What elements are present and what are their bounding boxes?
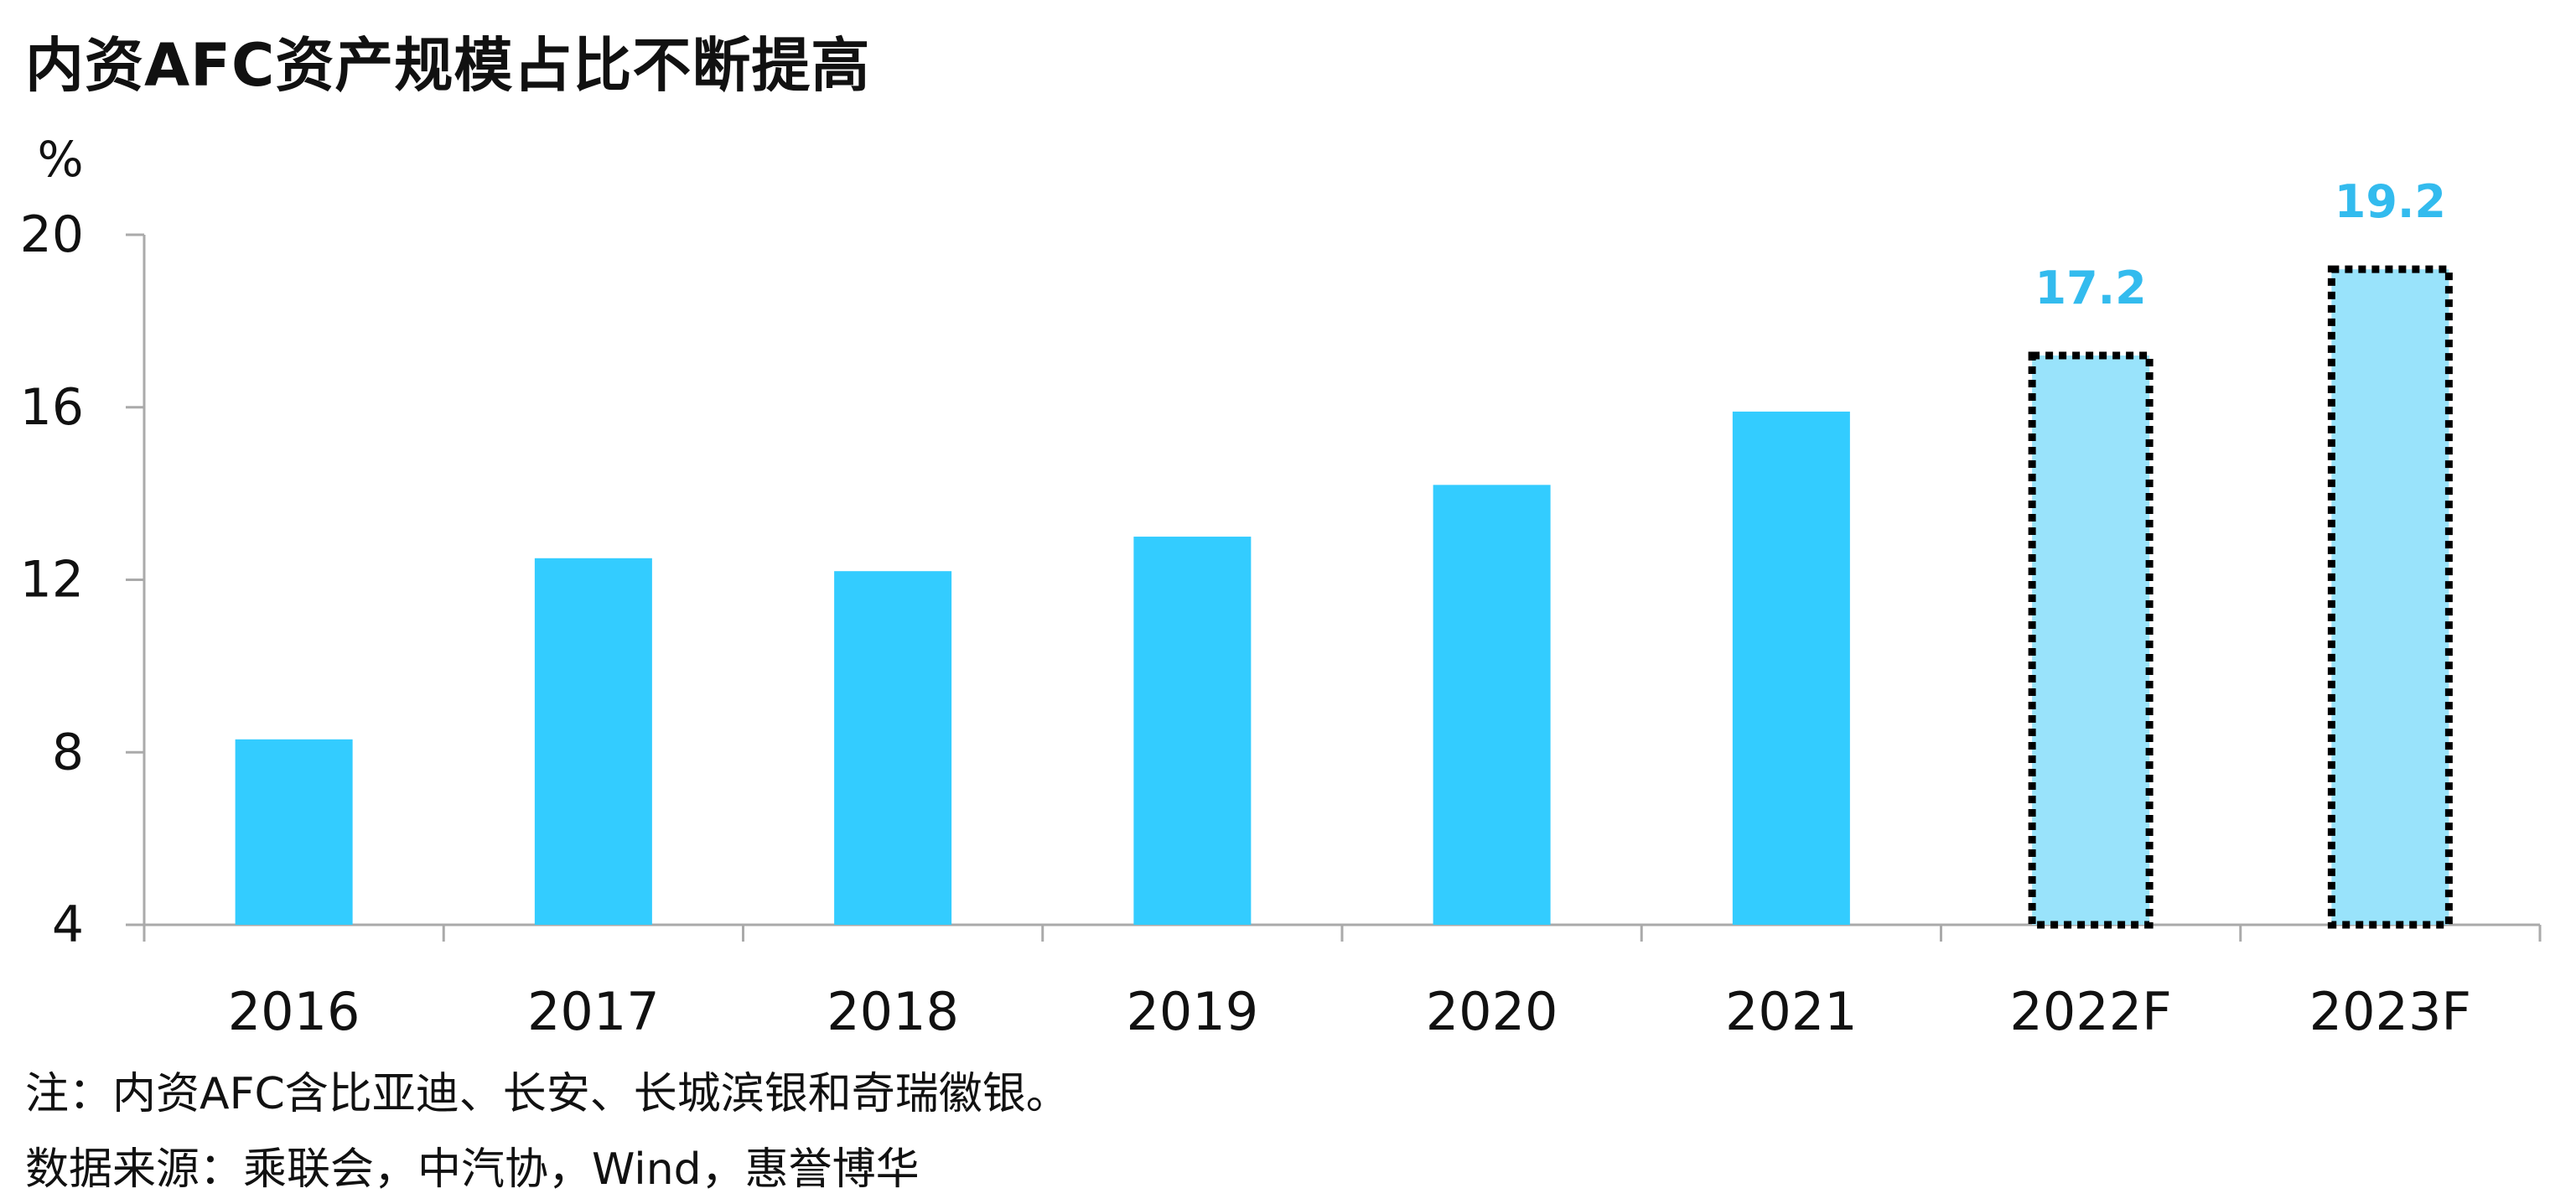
y-tick-label: 4 xyxy=(52,895,84,954)
bar xyxy=(1732,411,1850,925)
bar xyxy=(235,739,353,925)
bar xyxy=(1133,537,1252,925)
x-tick-label: 2019 xyxy=(1126,981,1258,1042)
bar-forecast xyxy=(2327,265,2453,929)
x-tick-label: 2020 xyxy=(1426,981,1558,1042)
x-tick-label: 2018 xyxy=(827,981,959,1042)
chart-labels: 2016 2017 2018 2019 2020 2021 2022F 17.2 2023F 19… xyxy=(228,175,2471,1042)
bar xyxy=(834,571,952,925)
bar xyxy=(1433,485,1551,925)
data-label: 17.2 xyxy=(2035,262,2147,314)
y-tick-label: 12 xyxy=(20,551,84,610)
chart-source: 数据来源：乘联会，中汽协，Wind，惠誉博华 xyxy=(25,1144,920,1195)
x-tick-label: 2016 xyxy=(228,981,360,1042)
y-unit-label: % xyxy=(37,131,83,188)
chart-bars xyxy=(235,265,2453,929)
x-tick-label: 2023F xyxy=(2309,981,2471,1042)
data-label: 19.2 xyxy=(2335,175,2446,228)
x-tick-label: 2022F xyxy=(2009,981,2171,1042)
y-tick-label: 8 xyxy=(52,723,84,781)
bar xyxy=(534,558,652,925)
y-tick-label: 20 xyxy=(20,205,84,264)
chart-title: 内资AFC资产规模占比不断提高 xyxy=(25,31,871,100)
chart-note: 注：内资AFC含比亚迪、长安、长城滨银和奇瑞徽银。 xyxy=(25,1069,1070,1119)
y-tick-label: 16 xyxy=(20,378,84,437)
x-tick-label: 2021 xyxy=(1725,981,1858,1042)
x-tick-label: 2017 xyxy=(527,981,660,1042)
bar-forecast xyxy=(2028,351,2154,929)
chart-axes: 4 8 12 16 20% xyxy=(20,131,2542,954)
